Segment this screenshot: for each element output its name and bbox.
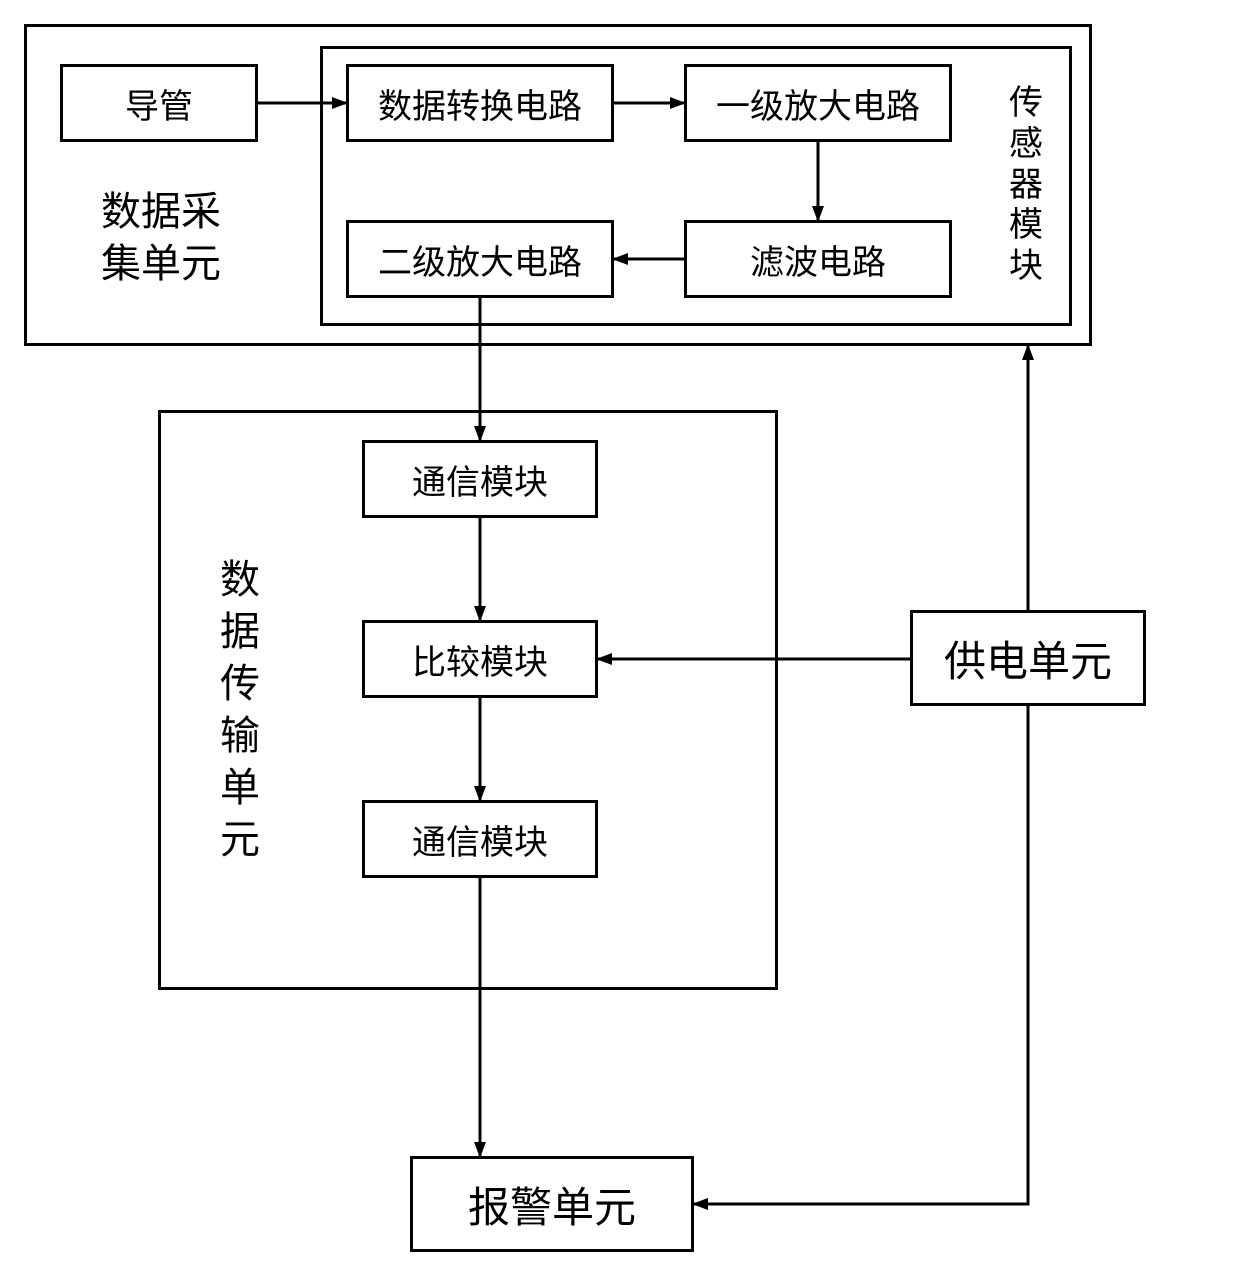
- alarm-label: 报警单元: [468, 1174, 636, 1235]
- data-collection-unit-label: 数据采集单元: [56, 178, 266, 298]
- comm2-box: 通信模块: [362, 800, 598, 878]
- amp2-box: 二级放大电路: [346, 220, 614, 298]
- catheter-label: 导管: [125, 79, 193, 128]
- amp2-label: 二级放大电路: [378, 235, 582, 284]
- amp1-box: 一级放大电路: [684, 64, 952, 142]
- power-box: 供电单元: [910, 610, 1146, 706]
- compare-label: 比较模块: [412, 635, 548, 684]
- comm1-label: 通信模块: [412, 455, 548, 504]
- comm1-box: 通信模块: [362, 440, 598, 518]
- filter-box: 滤波电路: [684, 220, 952, 298]
- data-transmission-unit-label: 数据传输单元: [190, 570, 290, 850]
- comm2-label: 通信模块: [412, 815, 548, 864]
- filter-label: 滤波电路: [750, 235, 886, 284]
- data-convert-box: 数据转换电路: [346, 64, 614, 142]
- amp1-label: 一级放大电路: [716, 79, 920, 128]
- alarm-box: 报警单元: [410, 1156, 694, 1252]
- catheter-box: 导管: [60, 64, 258, 142]
- power-label: 供电单元: [944, 628, 1112, 689]
- sensor-module-label: 传感器模块: [996, 76, 1056, 296]
- data-convert-label: 数据转换电路: [378, 79, 582, 128]
- compare-box: 比较模块: [362, 620, 598, 698]
